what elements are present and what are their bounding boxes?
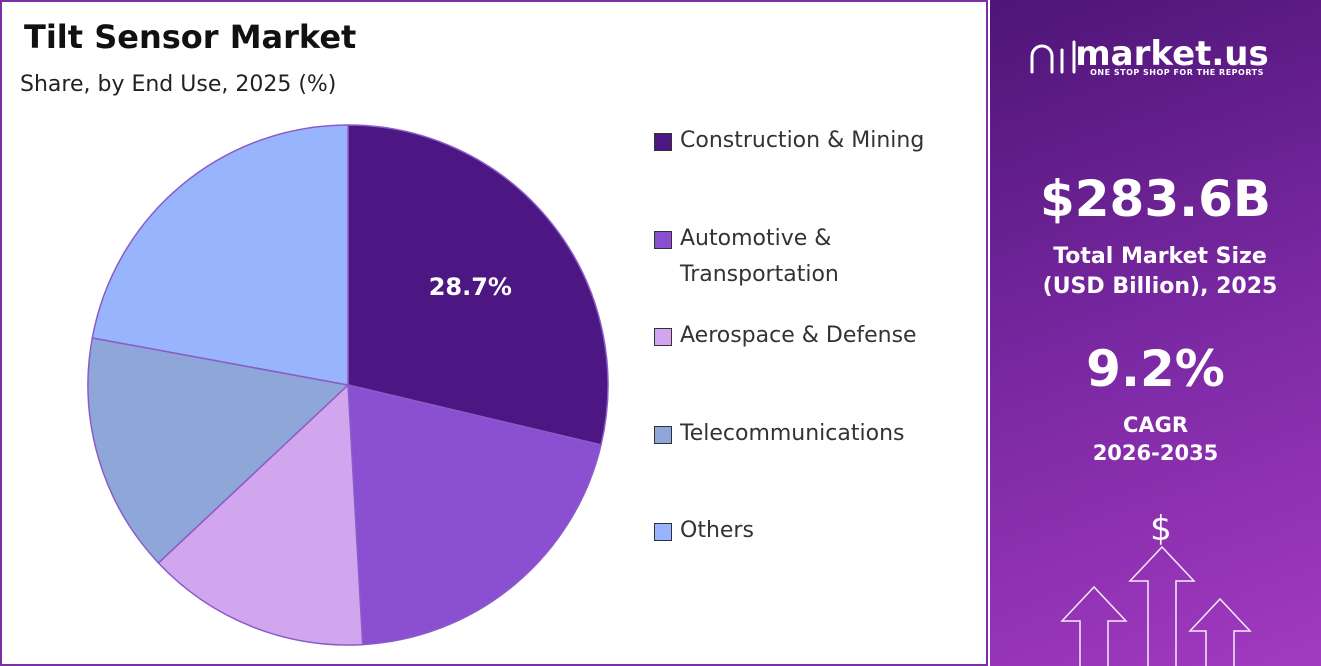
pie-chart: 28.7% [87, 124, 609, 646]
legend-label: Telecommunications [680, 420, 905, 446]
legend-swatch [654, 523, 672, 541]
pie-slice [91, 124, 349, 386]
pie-slice [347, 384, 602, 646]
chart-title: Tilt Sensor Market [24, 18, 357, 56]
cagr-period: 2026-2035 [1092, 441, 1219, 465]
legend-label: Others [680, 518, 754, 543]
value-label: 28.7% [429, 273, 512, 301]
market-size-label: Total Market Size (USD Billion), 2025 [1042, 244, 1278, 299]
chart-area: Tilt Sensor Market Share, by End Use, 20… [0, 0, 988, 666]
legend-item: Aerospace & Defense [654, 318, 949, 354]
legend-label: Aerospace & Defense [680, 323, 917, 348]
pie-slice [347, 124, 609, 446]
legend-swatch [654, 328, 672, 346]
tagline: ONE STOP SHOP FOR THE REPORTS [1090, 68, 1264, 77]
legend-swatch [654, 425, 672, 444]
brand: market.us [1075, 34, 1269, 74]
cagr-label: CAGR [1122, 413, 1189, 437]
legend-item: Others [654, 513, 949, 549]
legend-item: Telecommunications [654, 416, 949, 452]
decoration: $ [1030, 40, 1252, 666]
legend-swatch [654, 230, 672, 249]
chart-subtitle: Share, by End Use, 2025 (%) [20, 72, 337, 97]
legend-item: Automotive & Transportation [654, 221, 949, 293]
side-panel: $ market.us ONE STOP SHOP FOR THE REPORT… [990, 0, 1321, 666]
pie-slice [157, 383, 364, 646]
legend-label: Automotive & Transportation [680, 225, 839, 287]
market-size: $283.6B [1039, 170, 1272, 228]
legend-label: Construction & Mining [680, 128, 925, 153]
pie-slice [87, 337, 350, 565]
svg-text:$: $ [1150, 509, 1172, 549]
legend-swatch [654, 133, 672, 151]
cagr: 9.2% [1086, 340, 1225, 398]
legend-item: Construction & Mining [654, 123, 949, 159]
